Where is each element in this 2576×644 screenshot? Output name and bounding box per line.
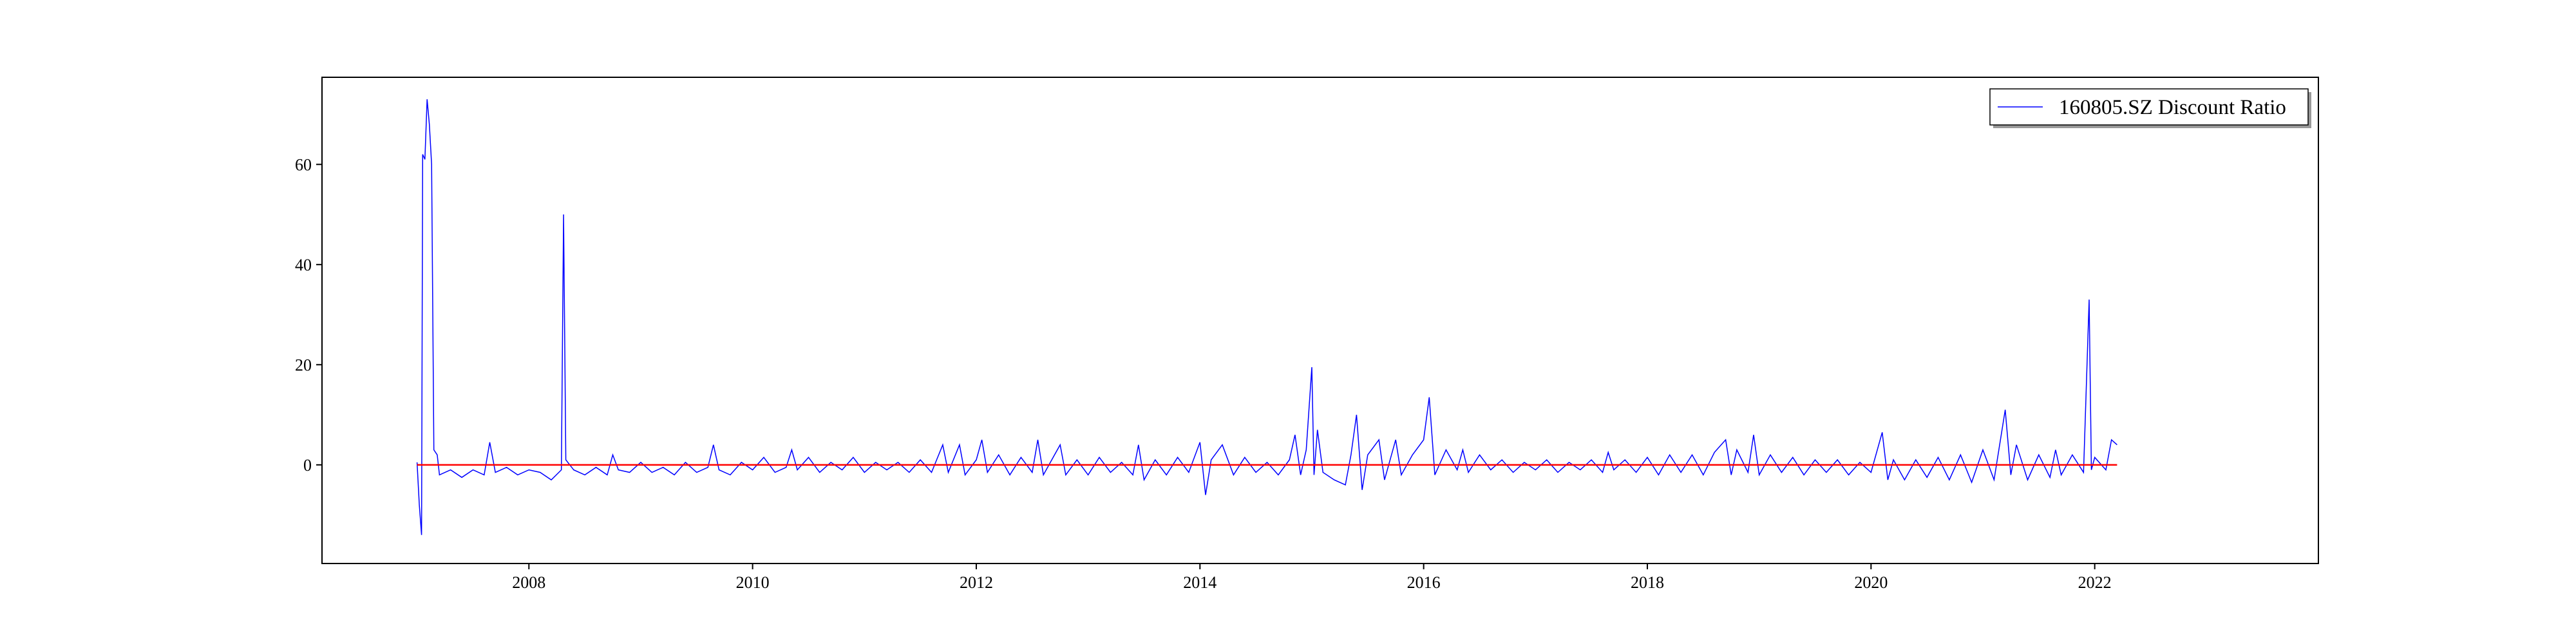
x-tick-label: 2008 [512, 573, 545, 592]
plot-frame [321, 77, 2319, 564]
y-tick-label: 60 [295, 155, 312, 174]
x-tick-label: 2018 [1631, 573, 1664, 592]
y-tick-label: 0 [303, 456, 312, 475]
x-tick-label: 2012 [960, 573, 993, 592]
y-tick-label: 40 [295, 256, 312, 274]
legend-label: 160805.SZ Discount Ratio [2059, 96, 2286, 119]
x-tick-label: 2016 [1407, 573, 1441, 592]
x-tick-label: 2020 [1854, 573, 1888, 592]
x-tick-label: 2022 [2078, 573, 2112, 592]
x-tick-label: 2014 [1183, 573, 1217, 592]
x-tick-label: 2010 [736, 573, 770, 592]
legend-box [1989, 88, 2309, 126]
line-series [416, 99, 2117, 535]
y-tick-label: 20 [295, 355, 312, 374]
